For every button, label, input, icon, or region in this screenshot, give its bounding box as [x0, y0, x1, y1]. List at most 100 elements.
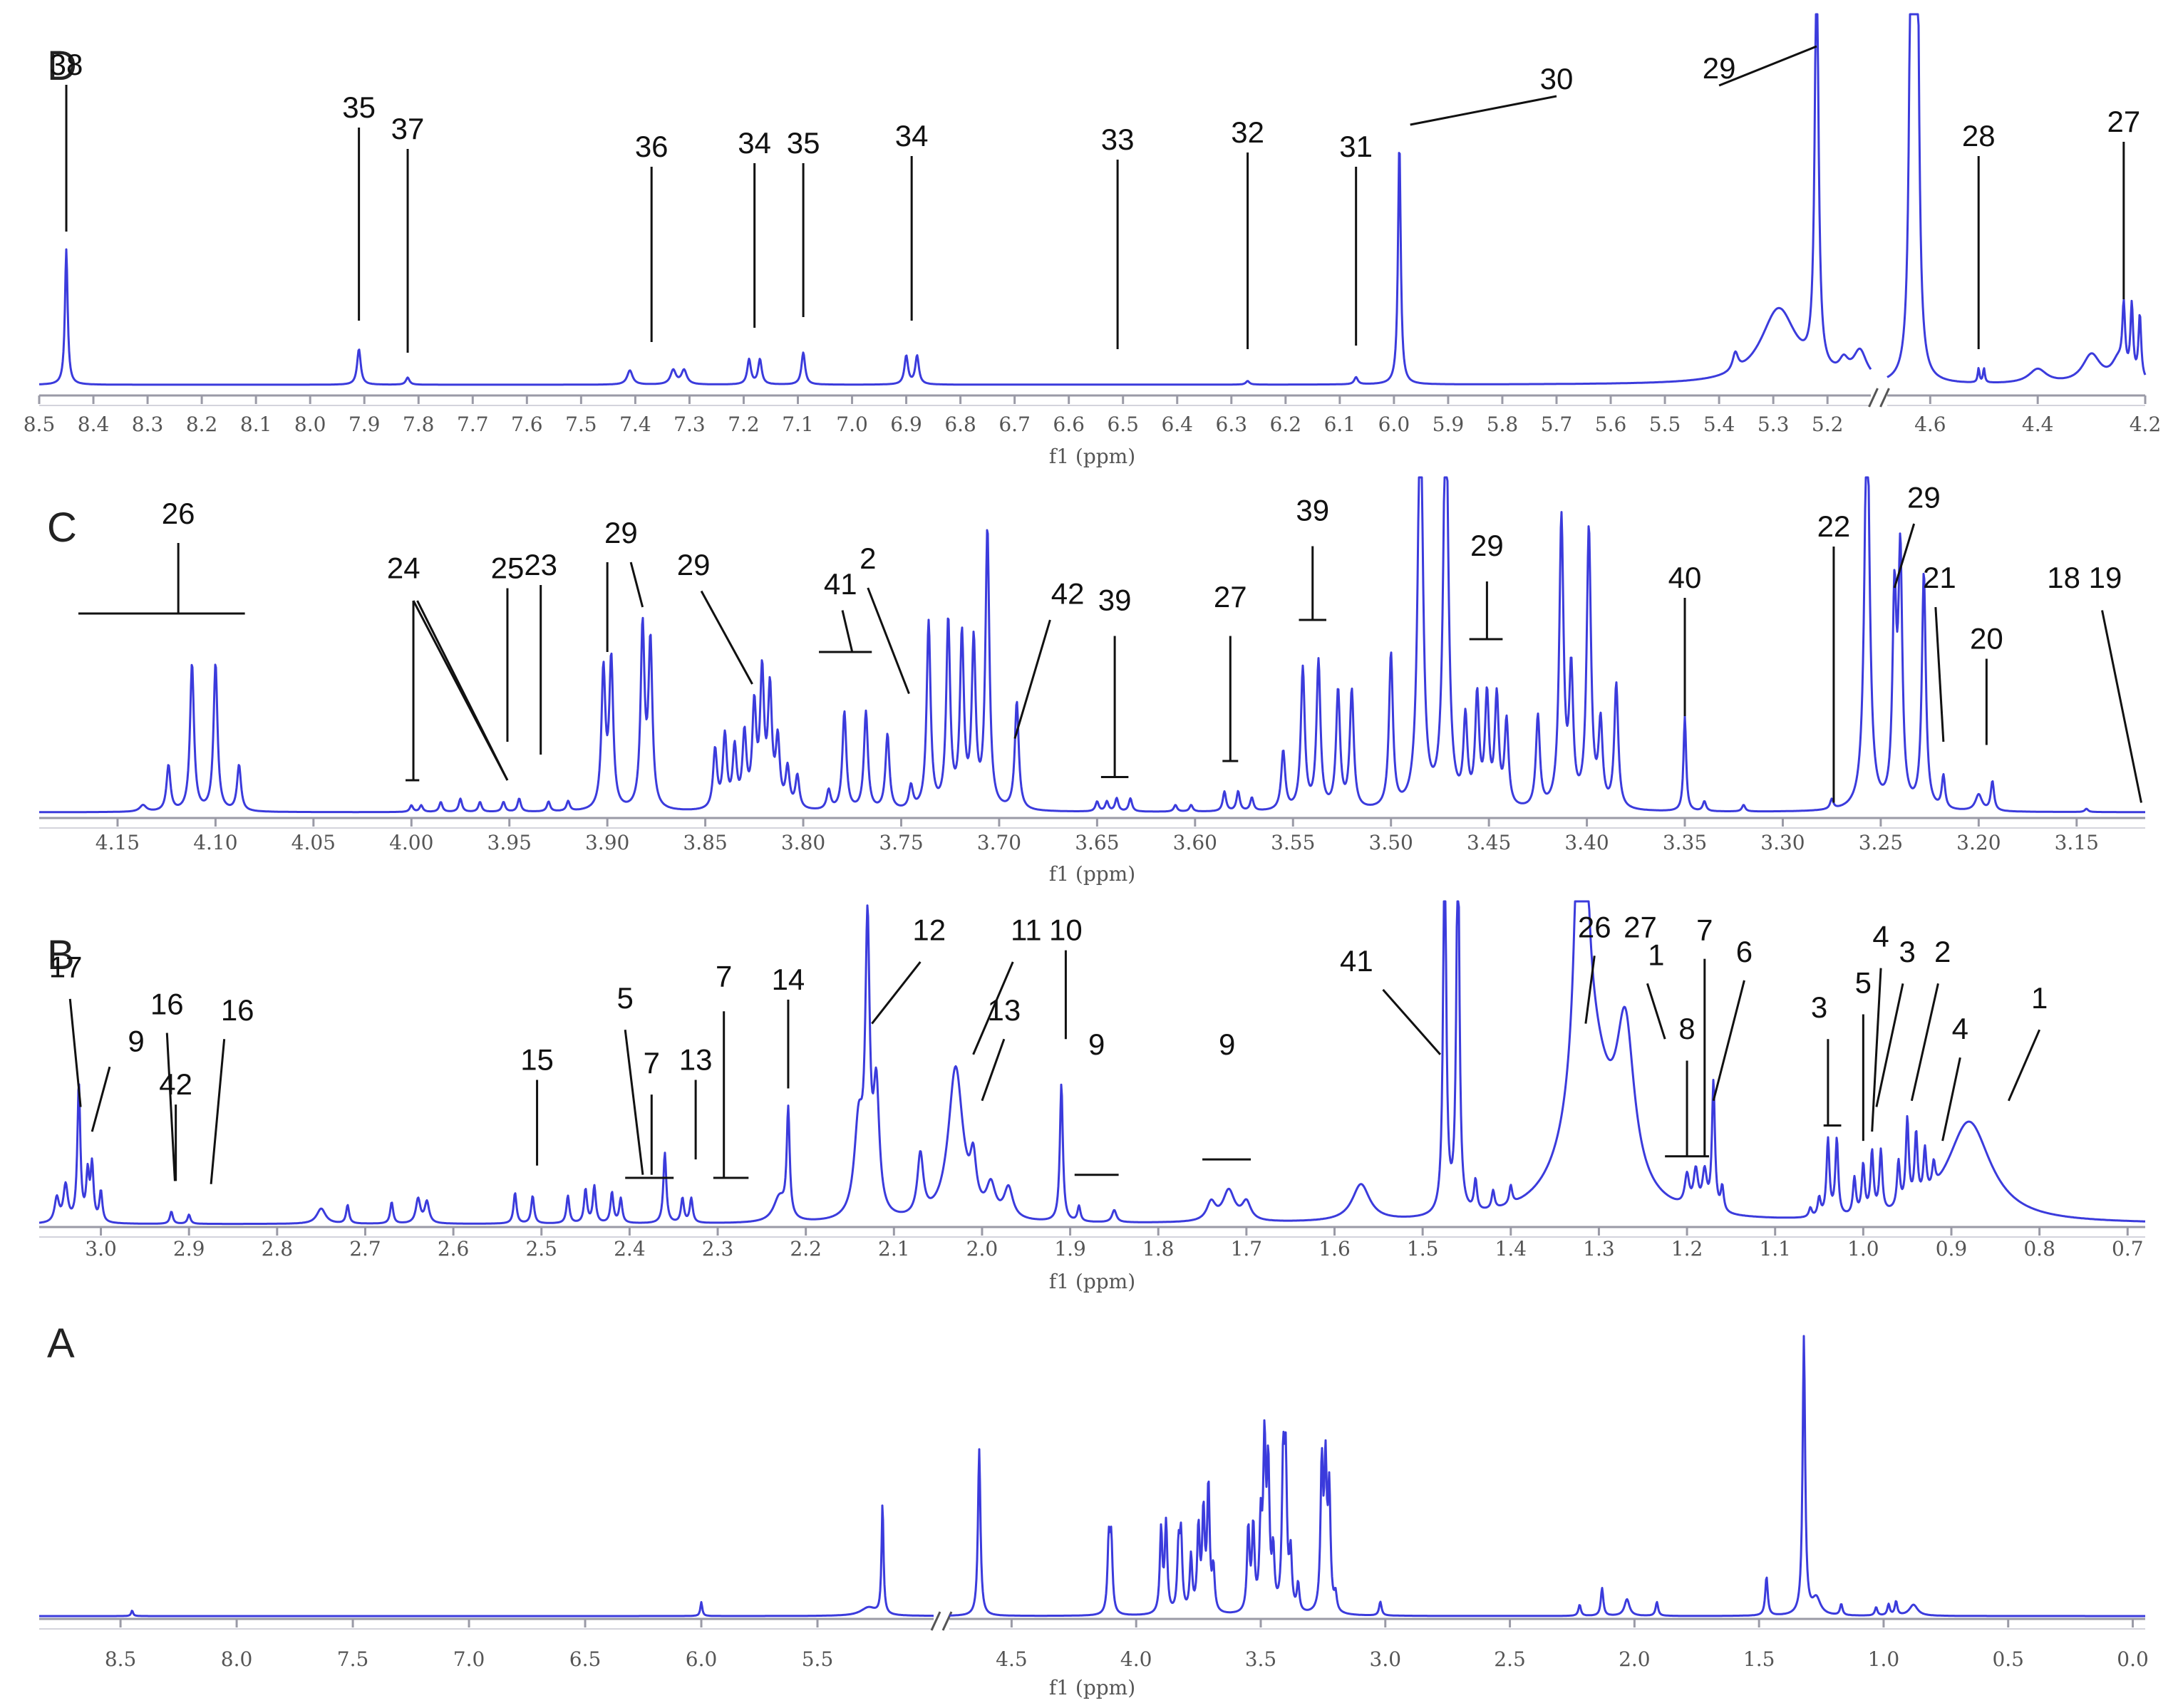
x-tick-label: 2.1 [878, 1237, 910, 1261]
peak-leader-line [1941, 1057, 1961, 1142]
peak-leader-line [1718, 45, 1817, 87]
x-tick-label: 6.2 [1270, 413, 1302, 436]
spectrum-trace [38, 476, 2146, 814]
x-tick-label: 2.9 [173, 1237, 205, 1261]
spectrum-trace [38, 1504, 934, 1618]
peak-label: 27 [2107, 105, 2140, 138]
x-tick-label: 4.4 [2022, 413, 2054, 436]
peak-label: 42 [159, 1067, 192, 1101]
peak-leader-line [91, 1066, 111, 1132]
spectrum-trace [38, 900, 2146, 1226]
x-tick-label: 1.0 [1868, 1647, 1900, 1671]
peak-leader-line [1382, 988, 1442, 1055]
x-tick-label: 7.9 [349, 413, 381, 436]
axis-break-mark [930, 1611, 941, 1631]
peak-label: 5 [1855, 966, 1872, 999]
peak-label: 37 [391, 112, 425, 145]
peak-label: 29 [677, 548, 711, 581]
peak-label: 1 [1648, 938, 1664, 971]
peak-label: 14 [772, 963, 805, 996]
x-tick-label: 7.1 [782, 413, 814, 436]
peak-label: 26 [162, 497, 195, 530]
x-tick-label: 7.5 [337, 1647, 369, 1671]
peak-leader-line [1934, 606, 1945, 742]
x-tick-label: 8.2 [186, 413, 218, 436]
peak-label: 11 [1011, 913, 1042, 947]
peak-label: 34 [738, 126, 771, 160]
x-tick-label: 7.2 [728, 413, 760, 436]
peak-label: 32 [1231, 115, 1264, 149]
x-tick-label: 7.8 [403, 413, 435, 436]
peak-leader-line [1871, 968, 1882, 1132]
peak-label: 39 [1098, 584, 1132, 617]
x-tick-label: 1.9 [1054, 1237, 1086, 1261]
peak-label: 25 [491, 552, 525, 585]
peak-label: 4 [1872, 919, 1889, 953]
x-tick-label: 1.7 [1231, 1237, 1263, 1261]
peak-label: 16 [150, 988, 184, 1021]
x-tick-label: 3.15 [2055, 831, 2099, 854]
peak-label: 7 [716, 960, 732, 993]
peak-label: 27 [1214, 580, 1247, 614]
peak-leader-line [68, 998, 82, 1107]
x-tick-label: 3.5 [1245, 1647, 1277, 1671]
x-tick-label: 3.70 [977, 831, 1021, 854]
peak-label: 23 [524, 548, 557, 581]
x-tick-label: 2.3 [702, 1237, 734, 1261]
x-tick-label: 5.5 [1649, 413, 1681, 436]
x-tick-label: 7.0 [453, 1647, 485, 1671]
peak-label: 8 [1678, 1012, 1695, 1045]
x-tick-label: 4.5 [996, 1647, 1028, 1671]
x-axis-title: f1 (ppm) [1049, 1270, 1135, 1293]
peak-leader-line [624, 1030, 644, 1175]
axis-break-mark [1868, 388, 1879, 408]
x-tick-label: 2.8 [262, 1237, 294, 1261]
x-tick-label: 3.35 [1663, 831, 1707, 854]
peak-label: 20 [1970, 622, 2003, 656]
peak-label: 38 [50, 48, 83, 81]
peak-label: 29 [1907, 481, 1941, 514]
peak-label: 7 [644, 1046, 660, 1080]
x-tick-label: 3.85 [683, 831, 727, 854]
peak-label: 5 [617, 981, 634, 1015]
peak-label: 24 [387, 552, 420, 585]
x-tick-label: 3.25 [1859, 831, 1903, 854]
x-tick-label: 4.2 [2130, 413, 2162, 436]
peak-label: 29 [1703, 51, 1736, 85]
peak-label: 21 [1923, 561, 1956, 594]
peak-label: 27 [1624, 910, 1657, 943]
peak-label: 28 [1962, 119, 1996, 152]
peak-label: 3 [1899, 935, 1915, 968]
x-tick-label: 0.8 [2023, 1237, 2055, 1261]
x-tick-label: 2.0 [966, 1237, 998, 1261]
peak-label: 35 [787, 126, 820, 160]
x-tick-label: 2.5 [1494, 1647, 1526, 1671]
panel-d: D 8.5 8.4 8.3 8.2 8.1 8.0 7.9 7.8 7.7 7.6 7.5 7.4 7.3… [24, 13, 2162, 468]
x-tick-label: 6.0 [686, 1647, 718, 1671]
peak-label: 36 [635, 130, 669, 163]
x-tick-label: 0.0 [2117, 1647, 2149, 1671]
x-tick-label: 1.3 [1583, 1237, 1615, 1261]
x-tick-label: 7.4 [619, 413, 651, 436]
spectrum-trace [949, 1335, 2146, 1618]
x-tick-label: 2.2 [790, 1237, 822, 1261]
x-tick-label: 5.9 [1433, 413, 1465, 436]
panel-c: C 4.15 4.10 4.05 4.00 3.95 3.90 3.85 3.80 3.75 3.7… [38, 476, 2146, 886]
x-tick-label: 3.45 [1467, 831, 1511, 854]
peak-leader-line [1646, 983, 1666, 1040]
x-tick-label: 7.0 [836, 413, 868, 436]
peak-label: 10 [1049, 913, 1083, 947]
x-tick-label: 6.9 [890, 413, 922, 436]
peak-leader-line [1893, 523, 1916, 589]
peak-leader-line [871, 961, 922, 1025]
peak-label: 2 [860, 542, 876, 575]
x-tick-label: 1.0 [1847, 1237, 1879, 1261]
x-tick-label: 2.6 [438, 1237, 470, 1261]
peak-label: 40 [1668, 561, 1702, 594]
peak-label: 22 [1817, 509, 1851, 543]
x-tick-label: 3.55 [1271, 831, 1315, 854]
peak-leader-line [1910, 983, 1939, 1102]
peak-leader-line [972, 961, 1014, 1055]
x-tick-label: 5.7 [1541, 413, 1573, 436]
